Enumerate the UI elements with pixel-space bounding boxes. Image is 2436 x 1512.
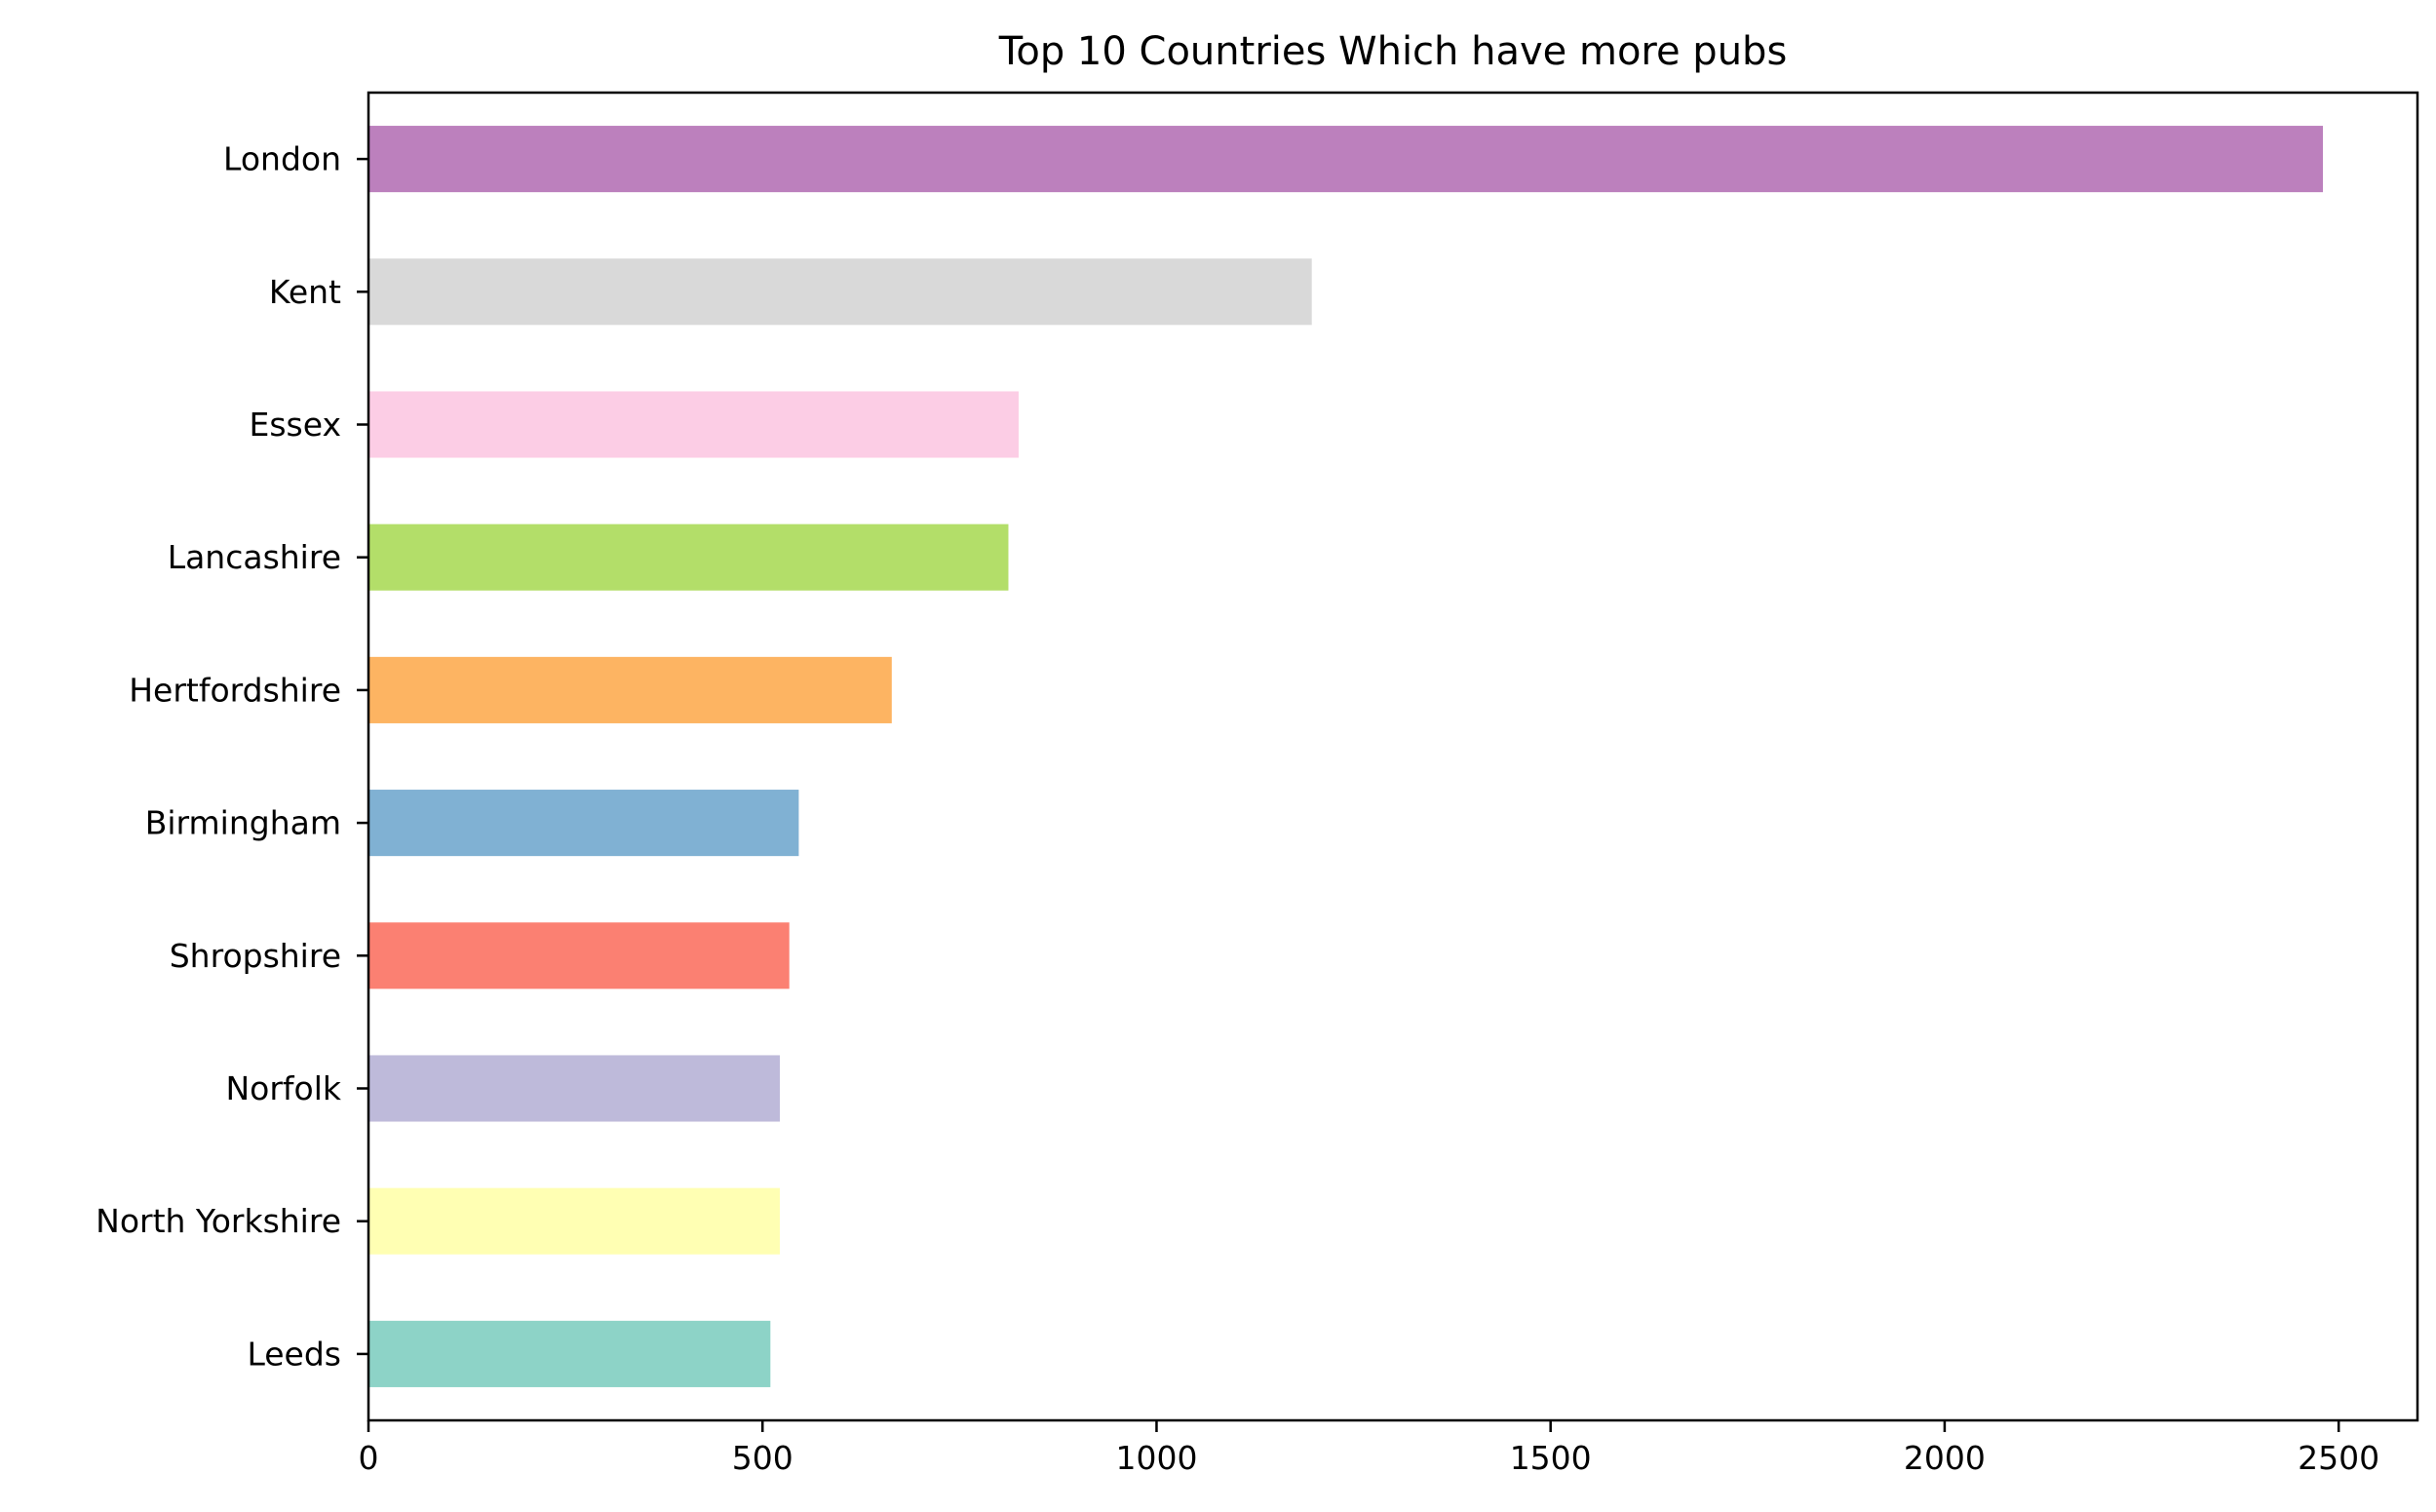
x-tick-label: 0: [359, 1439, 379, 1477]
bar-norfolk: [368, 1055, 781, 1122]
bar-birmingham: [368, 790, 799, 857]
x-tick-label: 2500: [2298, 1439, 2379, 1477]
y-tick-label: Birmingham: [145, 804, 341, 842]
y-tick-label: Leeds: [247, 1335, 341, 1373]
x-axis: 0 500 1000 1500 2000 2500: [359, 1420, 2379, 1477]
y-axis: Leeds North Yorkshire Norfolk Shropshire Bir…: [96, 140, 368, 1373]
bar-hertfordshire: [368, 656, 892, 723]
y-tick-label: Essex: [250, 406, 342, 444]
y-tick-label: Kent: [269, 273, 341, 311]
x-tick-label: 2000: [1904, 1439, 1986, 1477]
bar-lancashire: [368, 523, 1009, 591]
y-tick-label: London: [223, 140, 341, 178]
bar-shropshire: [368, 922, 790, 989]
bar-leeds: [368, 1320, 771, 1387]
x-tick-label: 1500: [1510, 1439, 1592, 1477]
bar-kent: [368, 258, 1312, 326]
chart-title: Top 10 Countries Which have more pubs: [998, 29, 1788, 74]
bar-north-yorkshire: [368, 1187, 781, 1255]
bar-london: [368, 126, 2323, 193]
y-tick-label: Norfolk: [225, 1069, 341, 1107]
plot-frame: [367, 91, 2419, 1422]
bar-group: [368, 126, 2323, 1387]
y-tick-label: Hertfordshire: [129, 671, 341, 709]
y-tick-label: North Yorkshire: [96, 1202, 341, 1240]
x-tick-label: 500: [732, 1439, 793, 1477]
x-tick-label: 1000: [1115, 1439, 1197, 1477]
y-tick-label: Shropshire: [170, 937, 341, 975]
y-tick-label: Lancashire: [168, 538, 341, 576]
bar-essex: [368, 391, 1019, 458]
